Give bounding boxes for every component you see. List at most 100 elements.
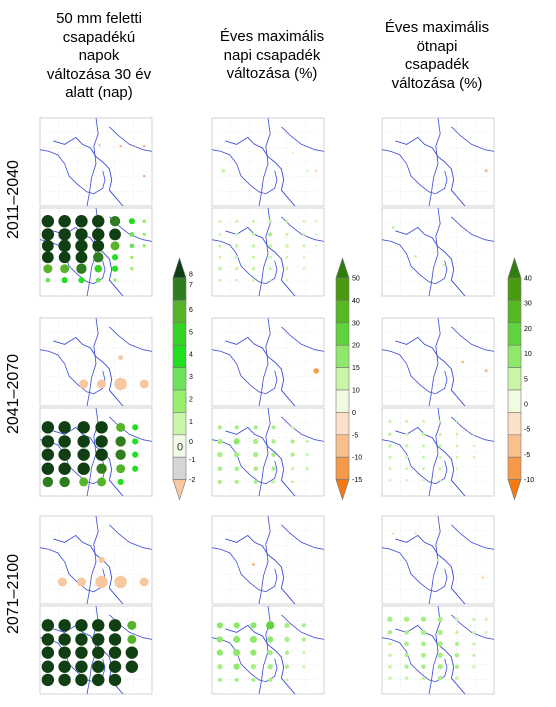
map-r3-c3-bottom-dot-32: [388, 676, 392, 680]
map-r1-c1-bottom-dot-5: [128, 218, 135, 225]
map-r3-c1-bottom-dot-24: [41, 673, 55, 687]
colorbar-2-tick-6: 20: [352, 343, 360, 350]
map-r3-c1-bottom-dot-14: [75, 646, 88, 659]
map-r3-c3-bottom-dot-6: [484, 617, 488, 621]
map-r2-c1-bottom-dot-18: [41, 462, 55, 475]
map-r2-c3-bottom-dot-3: [438, 419, 442, 423]
map-r3-c1-top-dot-1: [76, 577, 86, 587]
map-r2-c3-bottom-dot-21: [455, 455, 459, 459]
colorbar-2-tick-2: -5: [352, 432, 358, 439]
map-r3-c3-bottom-dot-7: [387, 630, 393, 635]
colorbar-3-tick-4: 5: [524, 376, 528, 383]
map-r2-c1-bottom-dot-10: [115, 436, 126, 447]
map-r3-c3-bottom-dot-16: [420, 641, 426, 647]
map-r1-c1-top-river-3: [109, 126, 153, 152]
map-r3-c3-bottom-dot-19: [472, 642, 476, 646]
map-r1-c1-top-dot-4: [98, 144, 101, 147]
colorbar-3-class-8: [507, 456, 522, 480]
map-r1-c2-top-dot-3: [306, 169, 309, 172]
map-r1-c1-bottom-dot-3: [92, 215, 105, 228]
map-r3-c2-bottom-dot-12: [216, 649, 223, 656]
map-r1-c2-bottom-dot-20: [314, 244, 318, 248]
map-r3-c1-bottom-dot-7: [58, 633, 71, 646]
map-r3-c1-bottom-dot-13: [58, 646, 71, 659]
colorbar-1-class-6: [172, 412, 187, 436]
map-r1-c3-top-dot-0: [484, 169, 488, 173]
map-r1-c1-bottom-dot-20: [142, 244, 146, 248]
map-r1-c2-bottom-dot-10: [268, 232, 273, 237]
map-r2-c3-bottom-dot-23: [388, 467, 392, 471]
map-r3-c2-bottom-dot-22: [284, 664, 290, 669]
colorbar-2-tick-8: 40: [352, 298, 360, 305]
colorbar-1-tick-10: 8: [189, 272, 193, 279]
map-r2-c1-bottom-dot-26: [79, 477, 89, 487]
map-r1-c2-bottom-dot-27: [218, 266, 222, 271]
map-r1-c1-bottom-dot-9: [75, 228, 88, 241]
map-r1-c1-bottom-dot-13: [142, 232, 146, 237]
map-r1-c2-bottom-dot-23: [251, 255, 256, 259]
map-r1-c1-bottom-dot-18: [110, 241, 120, 251]
map-r2-c1-bottom-dot-9: [95, 435, 108, 448]
map-r2-c3-bottom-dot-11: [388, 444, 392, 448]
map-r3-c3-bottom-dot-29: [437, 664, 443, 670]
map-r3-c3-bottom-dot-22: [420, 652, 426, 658]
map-r1-c1-top-dot-0: [119, 145, 122, 148]
map-r2-c1-top-dot-4: [118, 355, 124, 360]
map-r1-c1-bottom-dot-37: [113, 278, 117, 282]
colorbar-1-tick-6: 4: [189, 352, 193, 359]
colorbar-3-class-5: [507, 389, 522, 413]
map-r2-c3-bottom-dot-4: [455, 419, 459, 423]
map-r3-c2-top-river-3: [281, 524, 325, 550]
map-r1-c3-top-river-2: [428, 117, 441, 207]
map-r2-c2-top-border-line: [225, 336, 296, 407]
map-r2-c3-top-border-line: [395, 336, 466, 407]
colorbar-1-tick-8: 6: [189, 307, 193, 314]
map-r3-c2-bottom-dot-18: [217, 664, 223, 670]
map-r1-c3-bottom-river-2: [428, 207, 441, 297]
map-r1-c1-bottom-dot-15: [58, 239, 71, 253]
colorbar-2-tick-0: -15: [352, 477, 362, 484]
map-r1-c2-bottom-dot-3: [268, 219, 273, 224]
map-r1-c1-top-dot-1: [134, 145, 137, 148]
colorbar-2-class-6: [335, 412, 350, 436]
map-r2-c1-bottom-dot-11: [132, 438, 139, 445]
map-r3-c2-top-border-line: [225, 534, 296, 605]
map-r2-c1-bottom-dot-21: [96, 463, 107, 474]
map-r1-c3-bottom-river-3: [451, 216, 495, 242]
map-r2-c1-top-dot-1: [97, 379, 107, 389]
map-r1-c2-bottom-dot-21: [218, 255, 222, 259]
map-r3-c1-bottom-dot-1: [58, 619, 71, 632]
map-r2-c2-bottom-dot-1: [234, 425, 239, 430]
map-r3-c1-bottom-dot-6: [41, 633, 55, 646]
colorbar-2-class-1: [335, 300, 350, 324]
map-r3-c1-bottom-dot-2: [75, 619, 88, 632]
colorbar-1-tick-3: 1: [189, 419, 193, 426]
map-r3-c1-top-river-2: [86, 515, 99, 605]
map-r3-c1-bottom-dot-17: [125, 646, 139, 659]
map-r1-c2-bottom-dot-35: [252, 278, 255, 282]
map-r1-c2-bottom-river-2: [258, 207, 271, 297]
colorbar-3-class-3: [507, 344, 522, 368]
map-r1-c2-bottom-dot-14: [218, 244, 222, 248]
map-r1-c2-top-dot-2: [291, 152, 294, 155]
colorbar-3-class-2: [507, 322, 522, 346]
map-r3-c3-bottom-dot-3: [437, 616, 443, 622]
map-r2-c1-top-dot-3: [139, 379, 149, 389]
map-r2-c2-bottom-dot-24: [234, 479, 239, 484]
map-r3-c3-bottom-dot-1: [403, 616, 410, 622]
map-r3-c3-bottom-dot-30: [454, 664, 460, 669]
map-r3-c2-bottom-dot-6: [216, 636, 223, 643]
map-r3-c2-bottom-dot-20: [250, 664, 257, 670]
map-r2-c3-bottom-dot-20: [438, 455, 442, 459]
map-r2-c2-bottom-dot-4: [291, 425, 295, 429]
map-r2-c1-bottom-dot-6: [41, 435, 55, 448]
colorbar-3-class-4: [507, 367, 522, 391]
map-r3-c1-top-dot-3: [114, 575, 127, 589]
map-r1-c2-bottom-dot-25: [285, 255, 289, 259]
map-r2-c1-bottom-dot-15: [95, 448, 108, 461]
colorbar-3-class-1: [507, 300, 522, 324]
map-r2-c2-bottom-border-line: [225, 426, 296, 497]
map-r3-c3-bottom-dot-8: [404, 630, 409, 635]
map-r2-c3-top-river-3: [451, 326, 495, 352]
map-r3-c3-bottom-dot-15: [404, 641, 409, 647]
